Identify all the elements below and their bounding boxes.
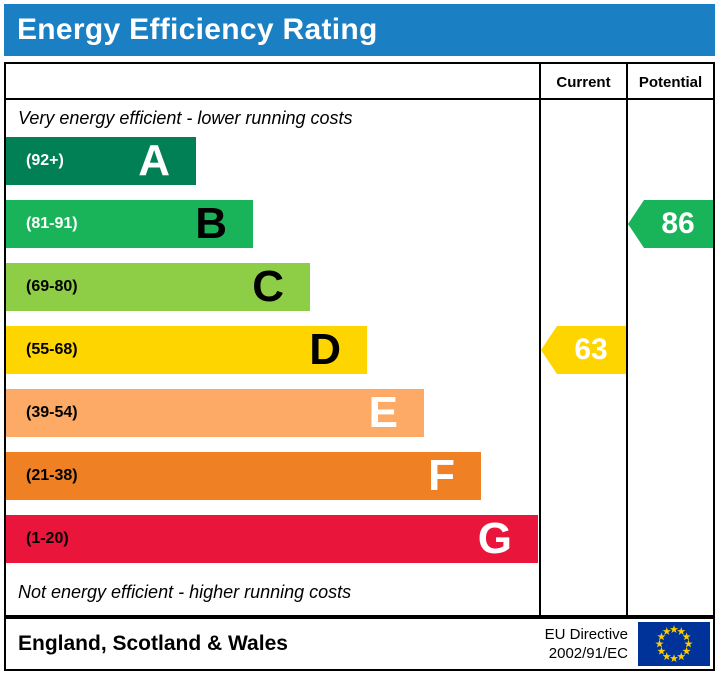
eu-directive-label: EU Directive 2002/91/EC xyxy=(545,625,628,664)
band-bar: (39-54) E xyxy=(6,389,424,437)
current-rating-value: 63 xyxy=(574,333,608,366)
title-bar: Energy Efficiency Rating xyxy=(4,4,715,56)
band-bar: (69-80) C xyxy=(6,263,310,311)
band-letter: B xyxy=(195,199,227,248)
band-letter: C xyxy=(252,262,284,311)
band-row: (1-20) G xyxy=(6,515,539,563)
region-label: England, Scotland & Wales xyxy=(18,632,288,655)
column-header-row: Current Potential xyxy=(6,64,713,100)
footer: England, Scotland & Wales EU Directive 2… xyxy=(4,617,715,671)
chart-body: Very energy efficient - lower running co… xyxy=(6,100,713,613)
band-row: (69-80) C xyxy=(6,263,539,311)
band-row: (92+) A xyxy=(6,137,539,185)
band-row: (55-68) D xyxy=(6,326,539,374)
band-letter: F xyxy=(428,451,455,500)
current-column-divider xyxy=(539,64,541,615)
band-row: (81-91) B xyxy=(6,200,539,248)
band-letter: E xyxy=(368,388,398,437)
band-letter: A xyxy=(138,136,170,185)
band-bar: (81-91) B xyxy=(6,200,253,248)
page-title: Energy Efficiency Rating xyxy=(17,13,378,46)
potential-rating-arrow: 86 xyxy=(628,200,713,248)
band-bar: (1-20) G xyxy=(6,515,538,563)
band-bar: (55-68) D xyxy=(6,326,367,374)
band-range-label: (55-68) xyxy=(26,341,78,358)
band-range-label: (21-38) xyxy=(26,467,78,484)
eu-flag-icon xyxy=(638,622,710,666)
bands: (92+) A (81-91) B (69-80) C (55-68) D (3… xyxy=(6,137,539,563)
band-range-label: (69-80) xyxy=(26,278,78,295)
bottom-caption: Not energy efficient - higher running co… xyxy=(18,582,352,602)
eu-directive-line1: EU Directive xyxy=(544,625,628,643)
band-row: (21-38) F xyxy=(6,452,539,500)
band-range-label: (1-20) xyxy=(26,530,69,547)
current-column-header: Current xyxy=(556,73,611,91)
current-rating-arrow: 63 xyxy=(541,326,626,374)
band-range-label: (39-54) xyxy=(26,404,78,421)
top-caption: Very energy efficient - lower running co… xyxy=(18,108,353,128)
energy-rating-chart: Current Potential Very energy efficient … xyxy=(4,62,715,617)
band-row: (39-54) E xyxy=(6,389,539,437)
eu-directive-line2: 2002/91/EC xyxy=(548,645,628,662)
band-range-label: (92+) xyxy=(26,152,64,169)
band-range-label: (81-91) xyxy=(26,215,78,232)
potential-rating-value: 86 xyxy=(661,207,695,240)
band-letter: G xyxy=(477,514,512,563)
band-letter: D xyxy=(309,325,341,374)
potential-column-divider xyxy=(626,64,628,615)
potential-column-header: Potential xyxy=(638,73,703,91)
band-bar: (21-38) F xyxy=(6,452,481,500)
band-bar: (92+) A xyxy=(6,137,196,185)
